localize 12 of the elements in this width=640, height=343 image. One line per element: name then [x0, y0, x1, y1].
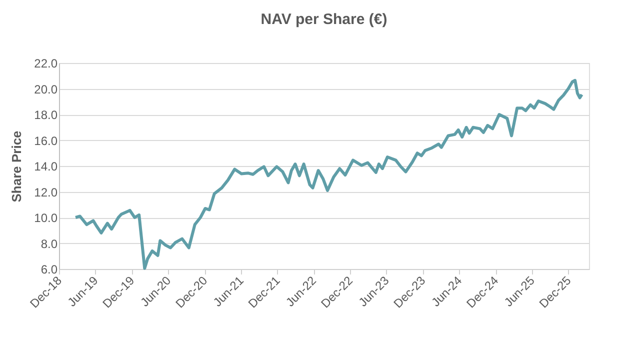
- y-tick-label: 22.0: [34, 56, 58, 70]
- y-tick-label: 8.0: [40, 236, 58, 251]
- chart-title: NAV per Share (€): [260, 11, 388, 28]
- y-tick-label: 20.0: [34, 82, 58, 96]
- y-tick-label: 10.0: [34, 211, 58, 225]
- y-tick-label: 6.0: [40, 262, 58, 276]
- y-tick-label: 14.0: [34, 160, 58, 174]
- y-tick-label: 18.0: [34, 108, 58, 122]
- y-tick-label: 16.0: [34, 134, 58, 148]
- y-tick-label: 12.0: [34, 185, 58, 200]
- line-series: [74, 78, 584, 270]
- y-axis-title: Share Price: [9, 130, 24, 202]
